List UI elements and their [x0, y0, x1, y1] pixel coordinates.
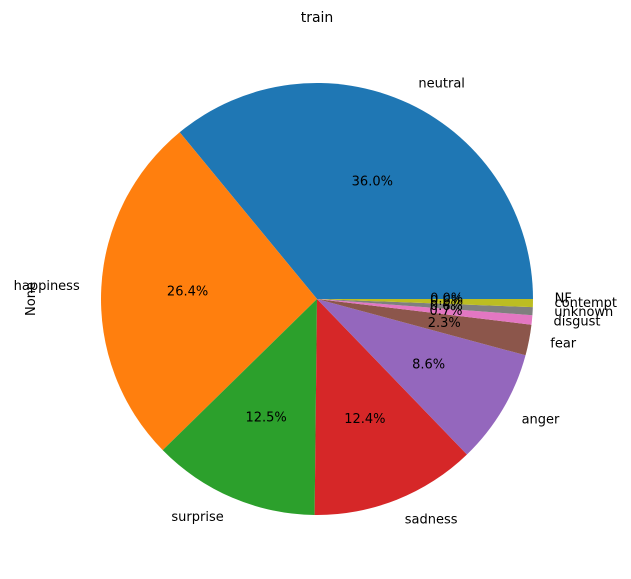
pie-slice-surprise	[162, 299, 317, 515]
slice-label-sadness: sadness	[405, 512, 458, 527]
slice-percent-sadness: 12.4%	[344, 412, 385, 427]
pie-slice-happiness	[100, 132, 317, 451]
pie-slice-unknown	[317, 299, 533, 316]
slice-percent-anger: 8.6%	[412, 357, 445, 372]
pie-slice-neutral	[179, 82, 533, 299]
pie-slices	[100, 82, 533, 515]
chart-title: train	[301, 10, 334, 26]
slice-percent-unknown: 0.6%	[430, 299, 463, 314]
pie-slice-contempt	[317, 299, 533, 308]
slice-percent-disgust: 0.7%	[429, 304, 462, 319]
slice-label-contempt: contempt	[555, 296, 617, 311]
slice-percent-neutral: 36.0%	[352, 174, 393, 189]
slice-percent-nf: 0.0%	[430, 292, 463, 307]
slice-label-surprise: surprise	[171, 510, 223, 525]
pie-labels: neutral 36.0% happiness 26.4% surprise 12.5% s…	[14, 77, 617, 528]
slice-label-anger: anger	[522, 412, 560, 427]
slice-label-disgust: disgust	[553, 315, 600, 330]
slice-label-neutral: neutral	[418, 77, 465, 92]
slice-percent-happiness: 26.4%	[167, 285, 208, 300]
pie-slice-sadness	[314, 299, 467, 515]
pie-slice-fear	[317, 299, 532, 356]
y-axis-label: None	[24, 282, 39, 316]
pie-slice-disgust	[317, 299, 533, 325]
slice-percent-surprise: 12.5%	[245, 411, 286, 426]
slice-label-nf: NF	[555, 292, 572, 307]
slice-label-unknown: unknown	[554, 305, 613, 320]
slice-label-happiness: happiness	[14, 279, 80, 294]
slice-percent-fear: 2.3%	[428, 316, 461, 331]
pie-slice-anger	[317, 299, 526, 455]
slice-label-fear: fear	[550, 337, 577, 352]
slice-percent-contempt: 0.6%	[430, 294, 463, 309]
